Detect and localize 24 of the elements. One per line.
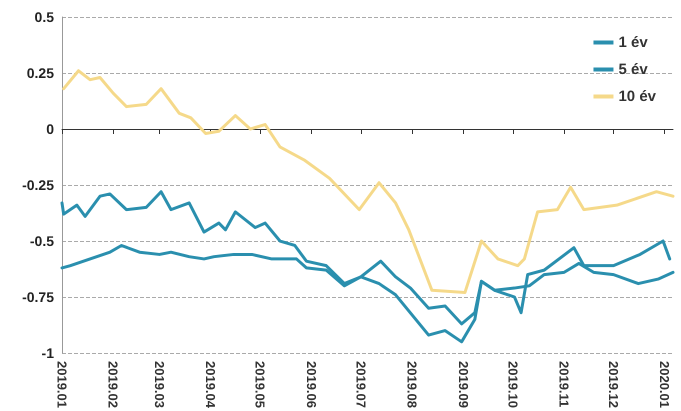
y-tick-label: -1 bbox=[42, 345, 54, 362]
y-tick-label: 0.5 bbox=[34, 9, 54, 25]
x-tick-label: 2019.07 bbox=[353, 361, 368, 408]
y-tick-label: -0.75 bbox=[22, 289, 54, 306]
y-tick-label: 0 bbox=[46, 121, 54, 138]
y-tick-label: 0.25 bbox=[26, 65, 54, 81]
y-tick-label: -0.25 bbox=[22, 177, 54, 194]
x-tick-label: 2019.04 bbox=[203, 361, 218, 409]
x-tick-label: 2019.03 bbox=[152, 361, 167, 408]
x-tick-label: 2019.12 bbox=[606, 361, 622, 408]
x-tick-label: 2019.09 bbox=[456, 361, 471, 408]
x-tick-label: 2019.01 bbox=[54, 361, 70, 408]
x-tick-label: 2019.10 bbox=[505, 361, 520, 408]
x-tick-label: 2019.08 bbox=[404, 361, 420, 408]
legend-label: 10 év bbox=[618, 88, 657, 105]
x-tick-label: 2019.05 bbox=[252, 361, 268, 408]
legend-label: 1 év bbox=[618, 34, 648, 51]
y-tick-label: -0.5 bbox=[30, 233, 54, 250]
x-tick-label: 2019.06 bbox=[304, 361, 319, 408]
legend-label: 5 év bbox=[618, 61, 648, 78]
line-series bbox=[60, 190, 672, 344]
x-tick-label: 2019.11 bbox=[556, 361, 572, 408]
x-tick-label: 2020.01 bbox=[657, 361, 672, 408]
x-tick-label: 2019.02 bbox=[106, 361, 121, 408]
